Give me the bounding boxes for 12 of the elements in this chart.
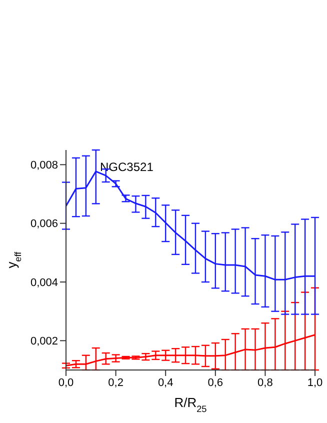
y-tick-label: 0,002 bbox=[30, 336, 58, 348]
y-tick-label: 0,004 bbox=[30, 276, 58, 289]
x-tick-label: 0,2 bbox=[108, 376, 124, 389]
x-tick-label: 0,0 bbox=[58, 376, 74, 389]
x-axis-title: R/R$_{25}$ bbox=[174, 395, 207, 414]
x-tick-label: 0,6 bbox=[208, 376, 224, 389]
y-tick-label: 0,006 bbox=[30, 218, 58, 230]
x-tick-label: 0,8 bbox=[258, 376, 273, 389]
x-tick-label: 1,0 bbox=[307, 376, 323, 389]
y-tick-label: 0,008 bbox=[30, 160, 58, 172]
annotation: NGC3521 bbox=[100, 160, 154, 174]
x-tick-label: 0,4 bbox=[158, 376, 174, 389]
